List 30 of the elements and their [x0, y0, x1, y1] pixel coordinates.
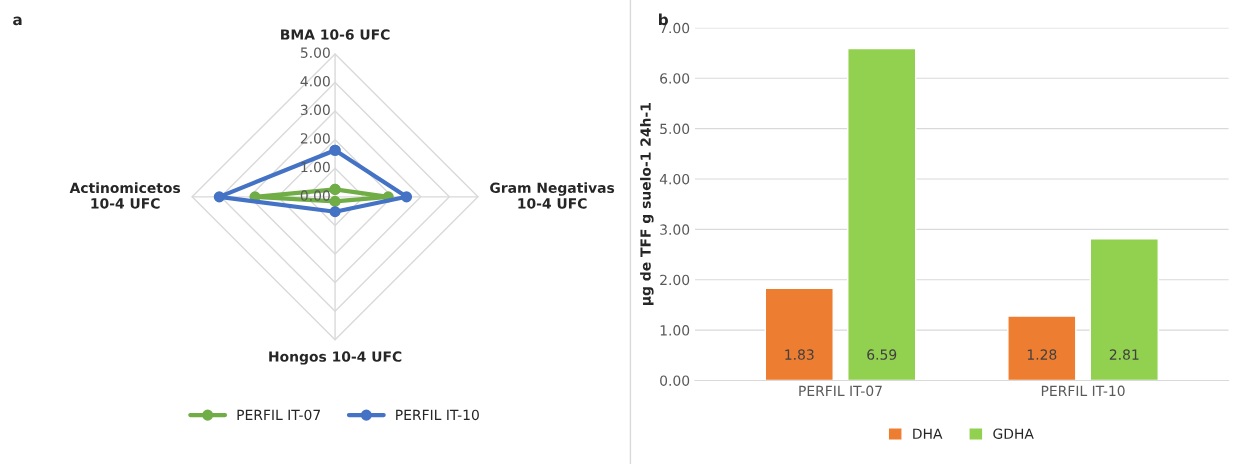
y-tick-label: 4.00 — [659, 173, 690, 185]
spoke-label: Gram Negativas 10-4 UFC — [490, 182, 615, 209]
legend-label: GDHA — [993, 428, 1034, 439]
y-tick-label: 3.00 — [300, 104, 330, 116]
y-tick-label: 0.00 — [660, 375, 690, 386]
y-tick-label: 2.00 — [300, 133, 330, 144]
y-tick-label: 5.00 — [300, 47, 330, 58]
spoke-label: Hongos 10-4 UFC — [269, 351, 402, 365]
chart-title: a — [13, 16, 22, 26]
bar — [1007, 315, 1077, 381]
data-label: 1.28 — [1027, 349, 1057, 360]
y-tick-label: 6.00 — [660, 73, 690, 84]
bar — [764, 287, 834, 381]
y-tick-label: 3.00 — [660, 224, 690, 235]
legend-label: PERFIL IT-07 — [237, 409, 320, 421]
y-tick-label: 1.00 — [660, 325, 690, 336]
legend-label: PERFIL IT-10 — [396, 409, 479, 421]
bar — [1089, 238, 1159, 381]
data-label: 6.59 — [867, 349, 897, 360]
y-tick-label: 1.00 — [301, 161, 330, 173]
bar — [847, 47, 917, 381]
spoke-label: Actinomicetos 10-4 UFC — [69, 182, 181, 209]
y-tick-label: 4.00 — [300, 76, 330, 87]
spoke-label: BMA 10-6 UFC — [281, 29, 390, 40]
data-label: 2.81 — [1109, 349, 1139, 360]
legend-label: DHA — [913, 428, 943, 439]
y-tick-label: 5.00 — [660, 123, 690, 135]
y-tick-label: 2.00 — [660, 274, 690, 286]
y-axis-title: µg de TFF g suelo-1 24h-1 — [640, 103, 654, 305]
data-label: 1.83 — [785, 349, 814, 360]
